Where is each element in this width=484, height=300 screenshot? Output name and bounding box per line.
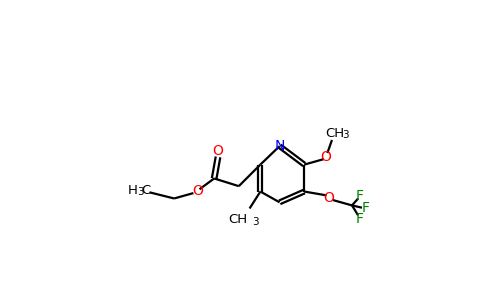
Text: 3: 3 bbox=[342, 130, 348, 140]
Text: C: C bbox=[141, 184, 150, 197]
Text: CH: CH bbox=[326, 127, 345, 140]
Text: F: F bbox=[356, 212, 363, 226]
Text: 3: 3 bbox=[137, 187, 144, 196]
Text: H: H bbox=[128, 184, 137, 197]
Text: O: O bbox=[192, 184, 203, 198]
Text: 3: 3 bbox=[252, 217, 258, 226]
Text: F: F bbox=[362, 202, 370, 215]
Text: F: F bbox=[356, 189, 363, 203]
Text: N: N bbox=[274, 139, 285, 153]
Text: O: O bbox=[212, 144, 224, 158]
Text: O: O bbox=[320, 150, 331, 164]
Text: O: O bbox=[323, 191, 334, 205]
Text: CH: CH bbox=[228, 213, 247, 226]
